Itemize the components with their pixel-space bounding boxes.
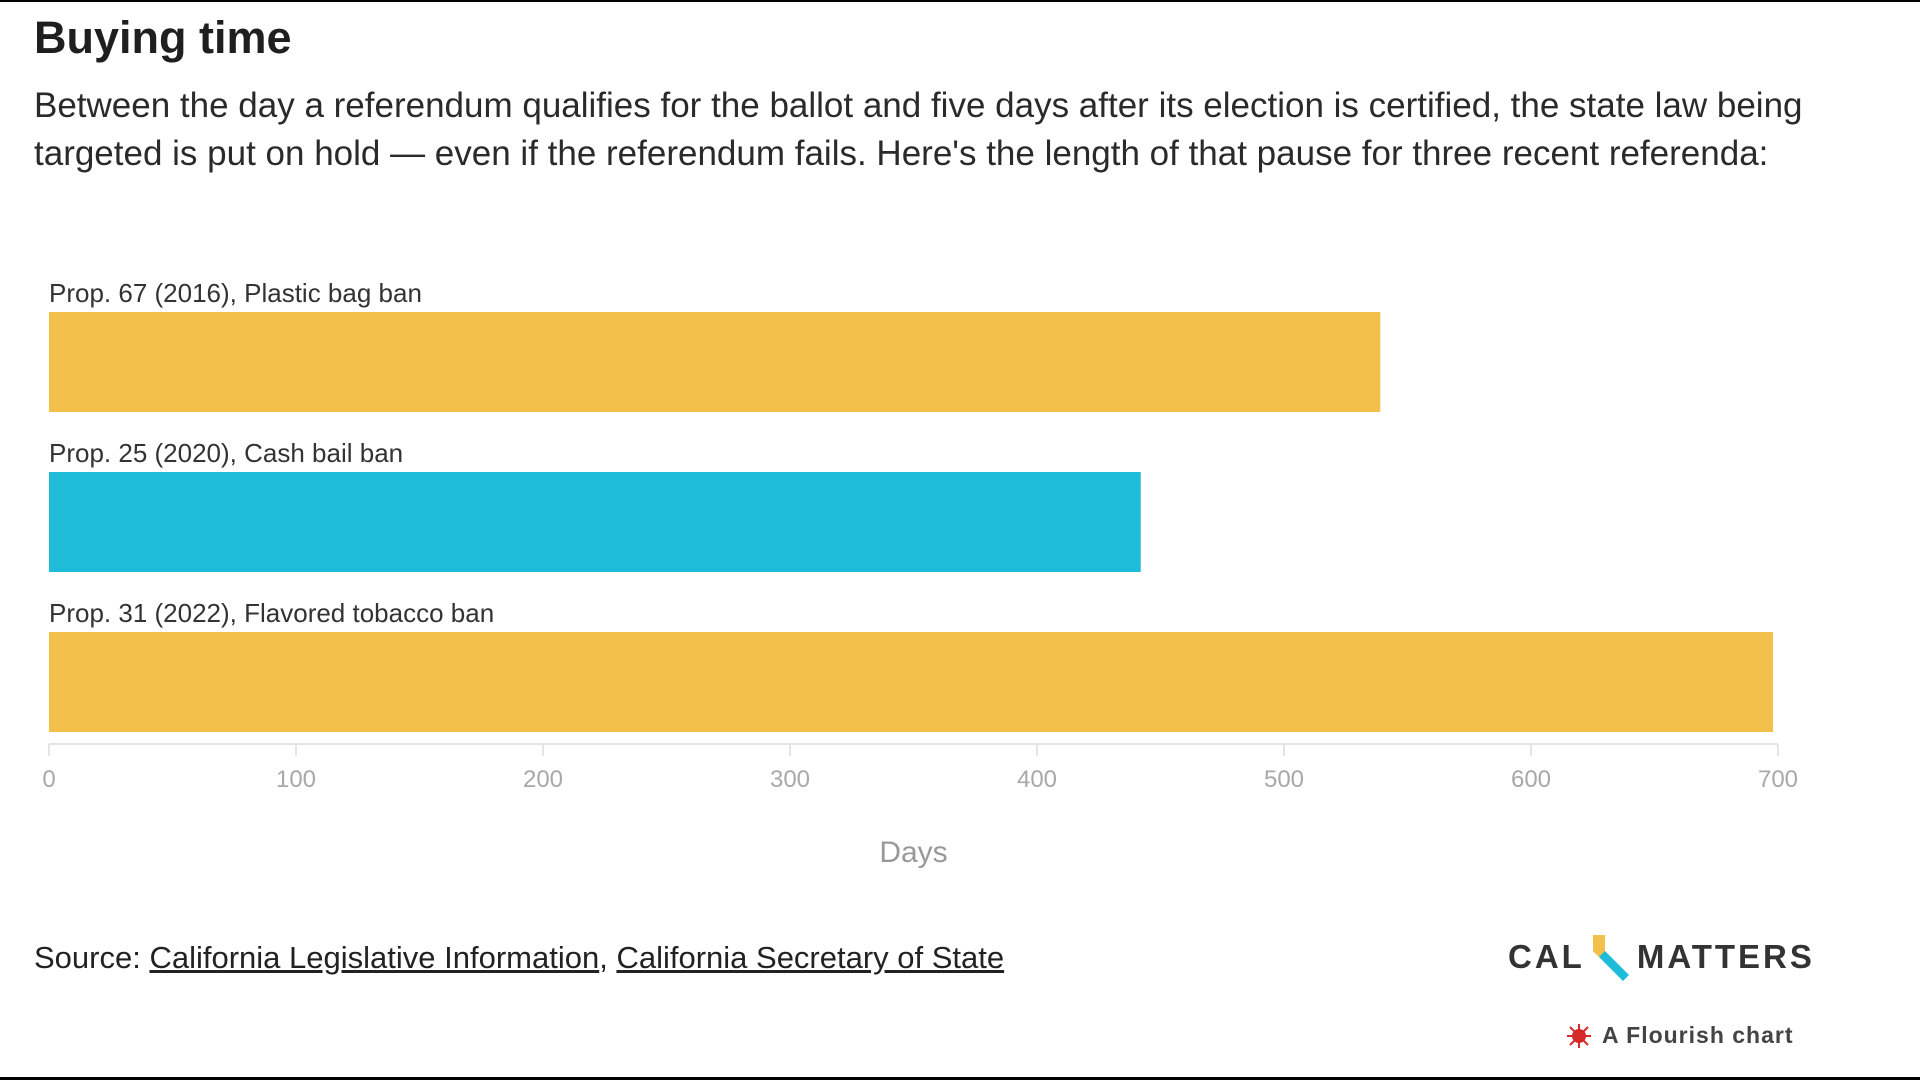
- source-link-legislative-info[interactable]: California Legislative Information: [149, 940, 600, 975]
- x-tick-label: 600: [1511, 766, 1551, 793]
- x-tick-label: 0: [42, 766, 55, 793]
- calmatters-logo[interactable]: CAL MATTERS: [1508, 934, 1815, 981]
- source-line: Source: California Legislative Informati…: [34, 940, 1004, 976]
- x-tick-label: 500: [1264, 766, 1304, 793]
- bar: [49, 312, 1381, 412]
- x-tick-label: 300: [770, 766, 810, 793]
- logo-text-cal: CAL: [1508, 938, 1585, 975]
- source-link-secretary-of-state[interactable]: California Secretary of State: [616, 940, 1005, 975]
- x-tick-label: 400: [1017, 766, 1057, 793]
- chart-title: Buying time: [34, 12, 292, 63]
- logo-text-matters: MATTERS: [1636, 938, 1815, 975]
- source-label: Source:: [34, 940, 141, 975]
- x-axis-title: Days: [879, 836, 947, 869]
- bar-chart: Prop. 67 (2016), Plastic bag ban Prop. 25…: [42, 278, 1798, 869]
- bar-label: Prop. 67 (2016), Plastic bag ban: [49, 278, 422, 308]
- flourish-credit-text: A Flourish chart: [1602, 1022, 1794, 1048]
- bar-label: Prop. 25 (2020), Cash bail ban: [49, 438, 403, 468]
- bar: [49, 632, 1774, 732]
- california-shape-icon: [1592, 935, 1629, 981]
- chart-subtitle: Between the day a referendum qualifies f…: [34, 86, 1803, 173]
- source-separator: ,: [599, 940, 608, 975]
- flourish-credit[interactable]: A Flourish chart: [1566, 1022, 1794, 1049]
- x-tick-label: 200: [523, 766, 563, 793]
- x-tick-label: 100: [276, 766, 316, 793]
- x-tick-label: 700: [1758, 766, 1798, 793]
- bar-label: Prop. 31 (2022), Flavored tobacco ban: [49, 598, 494, 628]
- bar: [49, 472, 1141, 572]
- flourish-burst-icon: [1567, 1023, 1591, 1048]
